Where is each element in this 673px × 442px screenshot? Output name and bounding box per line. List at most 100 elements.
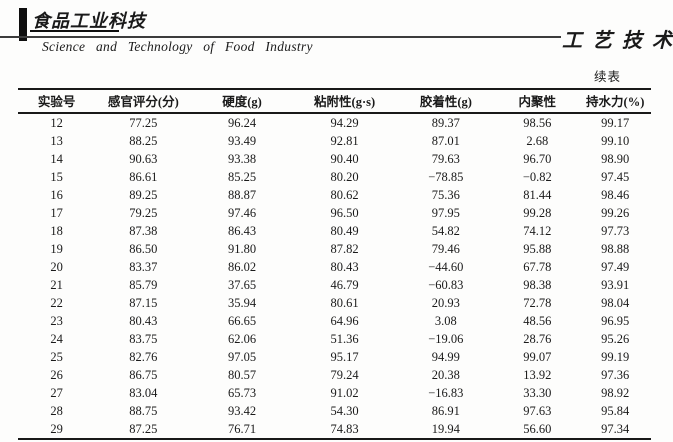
table-cell: 93.49 [227, 134, 257, 148]
table-cell: 3.08 [434, 314, 457, 328]
table-cell: 25 [50, 350, 63, 364]
table-cell: 22 [50, 296, 63, 310]
table-row: 18 87.38 86.43 80.49 54.82 74.12 97.73 [18, 222, 651, 240]
table-header-cell: 持水力(%) [579, 89, 651, 114]
table-cell: 46.79 [330, 278, 359, 292]
table-cell: 81.44 [523, 188, 552, 202]
table-cell: 62.06 [227, 332, 257, 346]
table-cell: 95.26 [601, 332, 630, 346]
table-cell: 98.04 [601, 296, 630, 310]
results-table: 实验号 感官评分(分) 硬度(g) 粘附性(g·s) 胶着性(g) 内聚性 持水力(%) 1… [18, 88, 651, 440]
table-cell: 86.02 [227, 260, 257, 274]
table-cell: 19 [50, 242, 63, 256]
table-cell: 80.43 [330, 260, 359, 274]
table-cell: 88.75 [129, 404, 158, 418]
table-cell: 54.82 [431, 224, 460, 238]
table-cell: 89.37 [431, 116, 460, 130]
table-cell: 80.57 [227, 368, 257, 382]
logo-accent-bar [19, 8, 27, 41]
table-header-cell: 粘附性(g·s) [292, 89, 397, 114]
table-cell: 37.65 [227, 278, 257, 292]
table-cell: 35.94 [227, 296, 257, 310]
table-cell: 86.61 [129, 170, 158, 184]
table-cell: 99.28 [523, 206, 552, 220]
table-cell: 97.63 [523, 404, 552, 418]
table-cell: 90.40 [330, 152, 359, 166]
table-cell: 95.17 [330, 350, 359, 364]
table-cell: 83.37 [129, 260, 158, 274]
table-header-cell: 实验号 [18, 89, 96, 114]
table-cell: 18 [50, 224, 63, 238]
table-row: 12 77.25 96.24 94.29 89.37 98.56 99.17 [18, 113, 651, 132]
table-cell: 20.93 [431, 296, 460, 310]
table-row: 29 87.25 76.71 74.83 19.94 56.60 97.34 [18, 420, 651, 439]
table-cell: −0.82 [522, 170, 552, 184]
table-row: 21 85.79 37.65 46.79 −60.83 98.38 93.91 [18, 276, 651, 294]
table-cell: 80.61 [330, 296, 359, 310]
journal-subtitle: Science and Technology of Food Industry [42, 39, 313, 54]
table-cell: 99.10 [601, 134, 630, 148]
table-cell: 99.26 [601, 206, 630, 220]
table-cell: 28.76 [523, 332, 552, 346]
table-row: 27 83.04 65.73 91.02 −16.83 33.30 98.92 [18, 384, 651, 402]
table-cell: 98.90 [601, 152, 630, 166]
table-cell: 87.15 [129, 296, 158, 310]
table-cell: 93.91 [601, 278, 630, 292]
table-cell: 98.38 [523, 278, 552, 292]
table-cell: 51.36 [330, 332, 359, 346]
table-row: 25 82.76 97.05 95.17 94.99 99.07 99.19 [18, 348, 651, 366]
table-cell: 86.50 [129, 242, 158, 256]
table-cell: 97.34 [601, 422, 630, 436]
table-cell: 95.84 [601, 404, 630, 418]
table-cell: 97.46 [227, 206, 257, 220]
table-cell: 86.91 [431, 404, 460, 418]
table-header-cell: 感官评分(分) [95, 89, 192, 114]
table-row: 19 86.50 91.80 87.82 79.46 95.88 98.88 [18, 240, 651, 258]
table-cell: 96.95 [601, 314, 630, 328]
table-row: 26 86.75 80.57 79.24 20.38 13.92 97.36 [18, 366, 651, 384]
table-cell: 27 [50, 386, 63, 400]
table-cell: 92.81 [330, 134, 359, 148]
table-cell: 94.29 [330, 116, 359, 130]
table-cell: 19.94 [431, 422, 460, 436]
table-cell: 20 [50, 260, 63, 274]
table-cell: 28 [50, 404, 63, 418]
table-cell: 64.96 [330, 314, 359, 328]
table-cell: 80.43 [129, 314, 158, 328]
table-cell: 96.50 [330, 206, 359, 220]
table-cell: 17 [50, 206, 63, 220]
table-header-cell: 硬度(g) [191, 89, 293, 114]
table-header-row: 实验号 感官评分(分) 硬度(g) 粘附性(g·s) 胶着性(g) 内聚性 持水力(%) [18, 89, 651, 114]
table-cell: 98.46 [601, 188, 630, 202]
table-cell: −19.06 [428, 332, 464, 346]
table-cell: 87.82 [330, 242, 359, 256]
table-cell: 13 [50, 134, 63, 148]
table-row: 23 80.43 66.65 64.96 3.08 48.56 96.95 [18, 312, 651, 330]
table-cell: 82.76 [129, 350, 158, 364]
table-cell: 65.73 [227, 386, 257, 400]
table-row: 17 79.25 97.46 96.50 97.95 99.28 99.26 [18, 204, 651, 222]
table-cell: 79.46 [431, 242, 460, 256]
table-cell: 80.20 [330, 170, 359, 184]
section-title: 工艺技术 [562, 30, 673, 52]
table-cell: 74.12 [523, 224, 552, 238]
table-cell: 87.25 [129, 422, 158, 436]
table-cell: 77.25 [129, 116, 158, 130]
table-cell: 97.05 [227, 350, 257, 364]
table-cell: 48.56 [523, 314, 552, 328]
table-cell: −44.60 [428, 260, 464, 274]
table-cell: 54.30 [330, 404, 359, 418]
table-cell: 29 [50, 422, 63, 436]
table-cell: 76.71 [227, 422, 257, 436]
table-row: 22 87.15 35.94 80.61 20.93 72.78 98.04 [18, 294, 651, 312]
table-cell: 15 [50, 170, 63, 184]
table-cell: 87.38 [129, 224, 158, 238]
table-cell: 95.88 [523, 242, 552, 256]
table-cell: 86.75 [129, 368, 158, 382]
table-cell: 97.95 [431, 206, 460, 220]
table-cell: 75.36 [431, 188, 460, 202]
table-cell: 96.70 [523, 152, 552, 166]
table-cell: 80.62 [330, 188, 359, 202]
table-cell: 26 [50, 368, 63, 382]
table-cell: 80.49 [330, 224, 359, 238]
